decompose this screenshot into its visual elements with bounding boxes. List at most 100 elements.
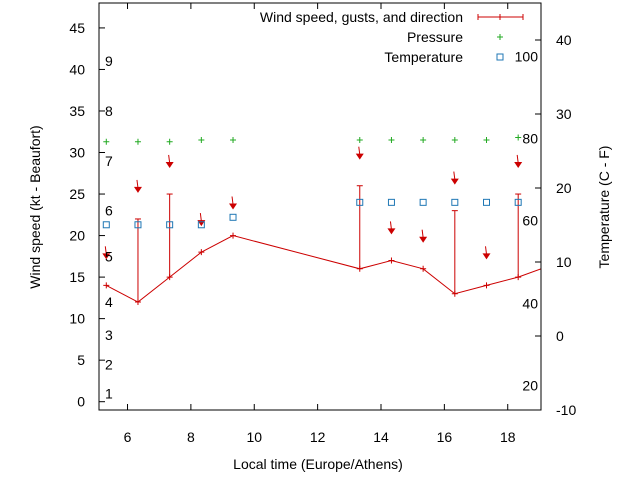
direction-arrow-shaft [168,154,171,164]
series-group [102,134,541,306]
wind-point [198,249,205,256]
pressure-point [451,137,458,144]
wind-point [134,299,141,306]
y-left-tick-label: 45 [69,20,85,36]
temperature-point [356,198,364,206]
y-left-tick-label: 30 [69,145,85,161]
direction-arrow-shaft [231,196,234,205]
y-left-tick-label: 40 [69,61,85,77]
wind-point [103,282,110,289]
direction-arrow-shaft [389,221,392,230]
temperature-point [451,198,459,206]
y-right-tick-label: 40 [556,32,572,48]
direction-arrow-shaft [516,154,519,164]
y-left-tick-label: 15 [69,269,85,285]
fahrenheit-label: 100 [515,48,539,64]
beaufort-label: 2 [105,356,113,372]
pressure-point [515,134,522,141]
fahrenheit-label: 60 [522,213,538,229]
temperature-point [387,198,395,206]
y-left-tick-label: 35 [69,103,85,119]
pressure-point [198,137,205,144]
legend-swatch-temperature [496,53,504,61]
direction-arrow-shaft [453,171,456,180]
x-axis-label: Local time (Europe/Athens) [233,456,403,472]
wind-speed-line [106,235,541,303]
plot-frame [98,2,542,411]
legend-label-temperature: Temperature [384,49,463,65]
temperature-point [166,221,174,229]
legend: Wind speed, gusts, and direction Pressure… [260,9,524,65]
legend-label-pressure: Pressure [407,29,463,45]
x-tick-label: 8 [187,429,195,445]
wind-point [230,232,237,239]
direction-arrow-head [387,228,396,235]
plot-area [102,134,541,306]
direction-arrow-head [450,178,459,185]
direction-arrow-shaft [199,213,202,222]
direction-arrow-head [229,203,238,210]
temperature-point [483,198,491,206]
x-tick-label: 12 [310,429,326,445]
pressure-point [483,137,490,144]
y-right-tick-label: 20 [556,180,572,196]
y-left-tick-label: 25 [69,186,85,202]
wind-point [356,265,363,272]
y-left-tick-label: 0 [77,394,85,410]
pressure-point [356,137,363,144]
direction-arrow-shaft [485,246,487,255]
axis-labels: Local time (Europe/Athens) Wind speed (k… [27,125,612,472]
y-right-tick-label: 0 [556,328,564,344]
y-axis-left-label: Wind speed (kt - Beaufort) [27,125,43,288]
x-tick-label: 16 [437,429,453,445]
pressure-point [230,137,237,144]
beaufort-label: 3 [105,327,113,343]
temperature-point [514,198,522,206]
temperature-point [229,213,237,221]
y-right-tick-label: 10 [556,254,572,270]
beaufort-label: 5 [105,248,113,264]
beaufort-label: 6 [105,203,113,219]
y-axis-right-label: Temperature (C - F) [596,146,612,269]
pressure-point [103,138,110,145]
direction-arrow-head [133,186,142,193]
direction-arrow-head [514,161,523,168]
direction-arrow-head [102,253,111,260]
wind-point [451,290,458,297]
legend-label-wind: Wind speed, gusts, and direction [260,9,463,25]
direction-arrow-head [165,161,174,168]
beaufort-label: 9 [105,53,113,69]
y-right-tick-label: 30 [556,106,572,122]
direction-arrow-head [355,153,364,160]
axes: 6 8 10 12 14 16 18051015202530354045-100102030… [69,2,576,445]
fahrenheit-label: 80 [522,130,538,146]
beaufort-label: 4 [105,294,113,310]
x-tick-label: 10 [246,429,262,445]
beaufort-label: 7 [105,153,113,169]
beaufort-label: 1 [105,385,113,401]
pressure-point [420,137,427,144]
pressure-point [388,137,395,144]
wind-point [420,265,427,272]
pressure-point [166,138,173,145]
x-tick-label: 18 [500,429,516,445]
direction-arrow-shaft [358,146,361,155]
fahrenheit-label: 40 [522,295,538,311]
direction-arrow-shaft [421,229,424,238]
wind-point [388,257,395,264]
x-tick-label: 6 [124,429,132,445]
direction-arrow-shaft [104,246,107,255]
temperature-point [419,198,427,206]
x-tick-label: 14 [373,429,389,445]
temperature-point [197,221,205,229]
direction-arrow-head [419,236,428,243]
y-left-tick-label: 20 [69,228,85,244]
y-left-tick-label: 10 [69,311,85,327]
temperature-point [102,221,110,229]
pressure-point [134,138,141,145]
y-right-tick-label: -10 [556,402,576,418]
direction-arrow-shaft [136,179,139,188]
temperature-point [134,221,142,229]
wind-point [166,274,173,281]
